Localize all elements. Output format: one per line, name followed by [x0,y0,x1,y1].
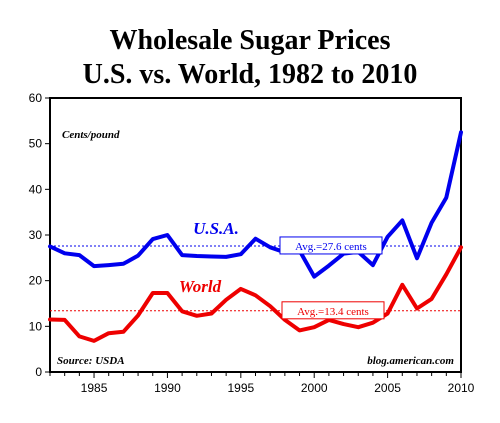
y-tick-label: 20 [29,274,43,288]
chart-title-line2: U.S. vs. World, 1982 to 2010 [82,59,418,90]
unit-label: Cents/pound [62,129,120,141]
y-tick-label: 60 [29,91,43,105]
x-tick-label: 1985 [81,381,108,395]
y-tick-label: 50 [29,137,43,151]
average-label-1: Avg.=13.4 cents [297,306,369,318]
series-line-1 [48,245,463,343]
x-tick-label: 2010 [448,381,475,395]
source-label: Source: USDA [57,355,125,367]
average-box-1 [281,301,385,320]
x-tick-label: 1990 [154,381,181,395]
series-line-0 [48,130,463,279]
series-name-world: World [179,277,222,296]
chart-title-line1: Wholesale Sugar Prices [109,25,391,56]
x-tick-label: 1995 [227,381,254,395]
x-tick-label: 2005 [374,381,401,395]
average-label-0: Avg.=27.6 cents [295,241,367,253]
y-tick-label: 30 [29,228,43,242]
y-tick-label: 10 [29,319,43,333]
axes: 0 10 20 30 40 50 60 1985 1990 1995 2000 2005 2010 [29,91,475,395]
y-tick-label: 40 [29,182,43,196]
y-tick-label: 0 [35,365,42,379]
average-lines [50,245,461,312]
annotations: Avg.=27.6 cents Avg.=13.4 cents U.S.A. Worl… [57,129,454,367]
x-tick-label: 2000 [301,381,328,395]
average-box-0 [279,236,383,255]
credit-label: blog.american.com [367,355,454,367]
series-lines [48,130,463,343]
series-name-usa: U.S.A. [193,219,239,238]
